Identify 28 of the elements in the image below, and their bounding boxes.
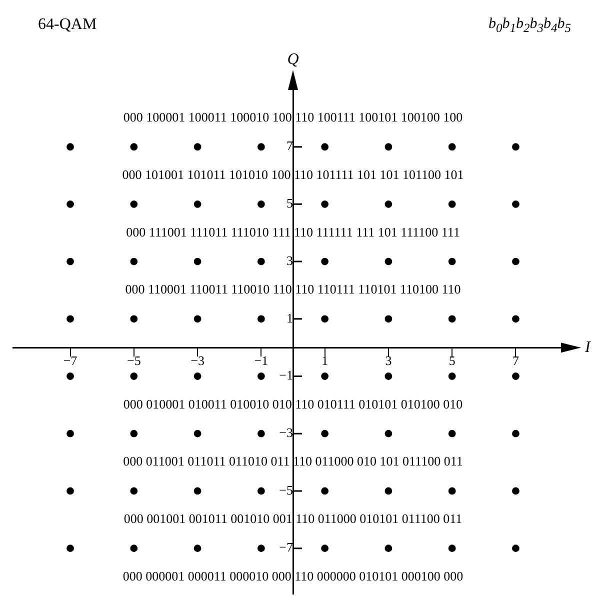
y-tick-label: −3 — [279, 425, 293, 440]
x-tick-label: 7 — [512, 352, 520, 368]
x-tick-label: −3 — [190, 352, 204, 368]
y-tick-label: −7 — [279, 540, 294, 555]
x-tick-label: 3 — [385, 352, 392, 368]
annotation: 000 110001 110011 110010 110 110 110111 110101 110100 110 — [125, 282, 461, 297]
x-tick-label: −7 — [63, 352, 78, 368]
y-tick-label: 7 — [286, 138, 294, 154]
x-tick-label: −5 — [126, 352, 141, 368]
y-tick-label: 3 — [286, 252, 293, 268]
y-axis-title: Q — [287, 51, 300, 68]
annotation: 000 111001 111011 111010 111 110 111111 111 101 111100 111 — [126, 224, 460, 240]
annotation: 000 000001 000011 000010 000 110 000000 010101 000100 000 — [122, 568, 464, 584]
annotation: 000 001001 001011 001010 001 110 011000 010101 011100 011 — [124, 511, 462, 526]
y-tick-label: −5 — [279, 482, 293, 498]
annotation: 000 011001 011011 011010 011 110 011000 010 101 011100 011 — [123, 454, 463, 469]
annotation: 000 101001 101011 101010 100 110 101111 101 101 101100 101 — [122, 166, 464, 182]
y-tick-label: −1 — [279, 368, 293, 383]
x-tick-label: 5 — [448, 352, 456, 368]
x-tick-label: 1 — [322, 352, 328, 368]
text: b$_{0}$b$_{1}$b$_{2}$b$_{3}$b$_{4}$b$_{5}$ — [488, 16, 571, 35]
chart-title: 64-QAM — [38, 16, 97, 34]
y-tick-label: 5 — [286, 196, 293, 211]
y-tick-label: 1 — [286, 310, 293, 326]
annotation: 000 100001 100011 100010 100 110 100111 100101 100100 100 — [123, 110, 463, 125]
x-tick-label: −1 — [254, 352, 268, 368]
annotation: 000 010001 010011 010010 010 110 010111 010101 010100 010 — [123, 396, 463, 412]
x-axis-title: I — [584, 338, 591, 356]
